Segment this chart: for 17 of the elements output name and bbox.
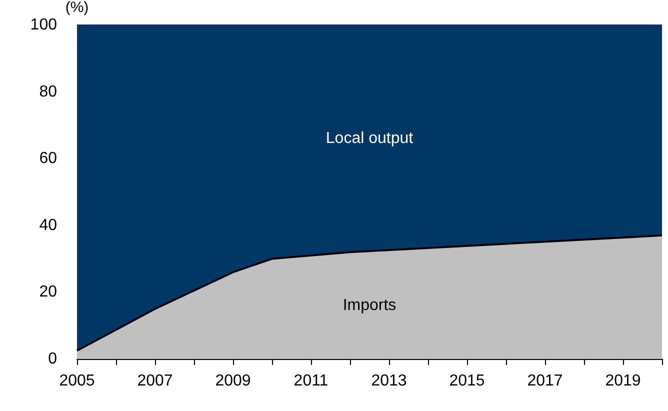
y-tick-label: 60 — [39, 150, 58, 168]
x-tick-label: 2015 — [449, 372, 485, 390]
x-tick-label: 2011 — [294, 372, 328, 390]
y-tick-label: 100 — [30, 16, 58, 34]
x-tick-label: 2007 — [137, 372, 173, 390]
y-tick-label: 0 — [48, 350, 58, 368]
series-label: Local output — [326, 130, 414, 148]
y-tick-label: 40 — [39, 216, 58, 234]
x-tick-label: 2013 — [371, 372, 407, 390]
x-tick-label: 2005 — [59, 372, 95, 390]
y-axis-title: (%) — [65, 0, 89, 16]
x-tick-label: 2019 — [605, 372, 641, 390]
x-tick-label: 2009 — [215, 372, 251, 390]
series-label: Imports — [342, 297, 396, 314]
y-tick-label: 20 — [39, 284, 58, 301]
x-tick-label: 2017 — [527, 372, 563, 390]
y-tick-label: 80 — [39, 83, 58, 100]
